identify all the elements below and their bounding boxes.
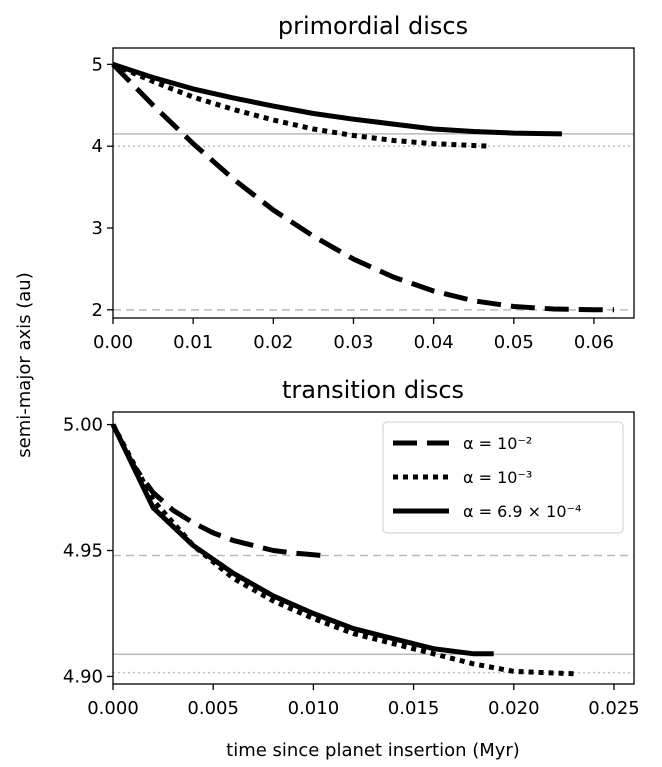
x-tick-label: 0.015 (388, 698, 440, 719)
axes-frame (112, 411, 635, 685)
series-line-dotted (112, 62, 490, 149)
y-tick-label: 2 (92, 300, 103, 321)
series-line-dotted (110, 423, 578, 677)
x-tick-label: 0.005 (187, 698, 239, 719)
x-tick-label: 0.020 (488, 698, 540, 719)
x-tick-label: 0.000 (87, 698, 139, 719)
y-tick-label: 3 (92, 218, 103, 239)
y-tick-label: 4.95 (63, 541, 103, 562)
legend-label: α = 10⁻² (463, 434, 532, 453)
x-tick-label: 0.03 (333, 332, 373, 353)
series-line-dashed (111, 62, 614, 313)
series-line-solid (112, 62, 562, 137)
chart-title: transition discs (282, 376, 464, 404)
panel-primordial-discs: primordial discs 0.00 0.01 0.02 0.03 0.04 0.0… (92, 12, 635, 353)
x-tick-label: 0.01 (173, 332, 213, 353)
y-tick-label: 4 (92, 136, 103, 157)
x-tick-label: 0.02 (253, 332, 293, 353)
x-tick-label: 0.025 (588, 698, 640, 719)
panel-transition-discs: transition discs 0.000 0.005 0.010 0.015 0.0… (63, 376, 640, 719)
y-tick-label: 5 (92, 54, 103, 75)
y-tick-label: 5.00 (63, 415, 103, 436)
chart-title: primordial discs (278, 12, 468, 40)
legend-label: α = 6.9 × 10⁻⁴ (463, 502, 581, 521)
y-axis-label: semi-major axis (au) (14, 272, 35, 457)
legend-label: α = 10⁻³ (463, 468, 532, 487)
x-tick-label: 0.06 (574, 332, 614, 353)
x-tick-label: 0.04 (414, 332, 454, 353)
y-tick-label: 4.90 (63, 666, 103, 687)
x-tick-label: 0.00 (93, 332, 133, 353)
x-tick-label: 0.010 (288, 698, 340, 719)
x-tick-label: 0.05 (494, 332, 534, 353)
legend-box (382, 421, 624, 534)
series-line-dashed (110, 423, 324, 559)
series-line-solid (110, 423, 494, 657)
axes-frame (112, 47, 635, 319)
x-axis-label: time since planet insertion (Myr) (226, 740, 520, 761)
